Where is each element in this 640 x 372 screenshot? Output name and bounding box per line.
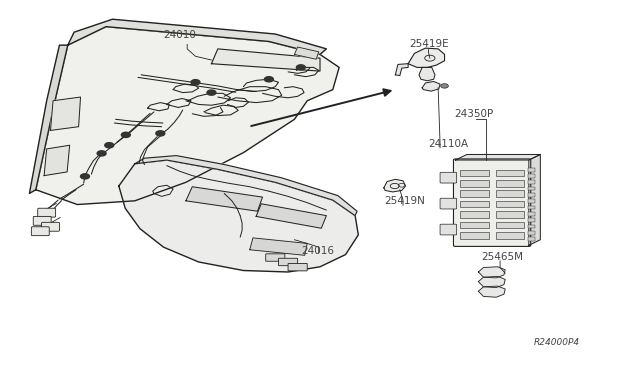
FancyBboxPatch shape [440,224,457,235]
Bar [461,180,488,187]
Polygon shape [422,81,440,91]
Polygon shape [529,154,540,245]
Circle shape [97,151,106,156]
Bar [527,231,535,235]
FancyBboxPatch shape [454,159,531,246]
Circle shape [441,84,449,88]
FancyBboxPatch shape [42,222,60,231]
Bar [527,225,535,228]
Circle shape [156,131,165,136]
Bar [527,206,535,209]
Bar [527,193,535,197]
Polygon shape [119,160,358,272]
Polygon shape [396,64,408,76]
Polygon shape [36,27,339,205]
Circle shape [264,77,273,82]
Polygon shape [408,48,445,67]
Text: 24016: 24016 [301,246,334,256]
Bar [461,201,488,208]
Bar [495,201,524,208]
Polygon shape [419,67,435,81]
Polygon shape [478,286,505,297]
Bar [527,212,535,216]
Bar [461,232,488,238]
Bar [527,218,535,222]
Text: 24350P: 24350P [454,109,493,119]
Polygon shape [384,179,406,192]
Bar [495,180,524,187]
Text: 24010: 24010 [164,30,196,39]
Text: 25465M: 25465M [481,252,523,262]
FancyBboxPatch shape [33,217,51,225]
Polygon shape [135,155,357,216]
Polygon shape [478,267,505,278]
Text: 25419E: 25419E [410,39,449,49]
Polygon shape [478,276,505,288]
Bar [461,170,488,176]
Polygon shape [294,47,319,59]
Bar [495,211,524,218]
Text: 25419N: 25419N [384,196,425,206]
Bar [461,190,488,197]
Text: R24000P4: R24000P4 [534,338,580,347]
Circle shape [122,132,131,137]
Bar [495,190,524,197]
FancyBboxPatch shape [38,208,56,217]
Circle shape [296,65,305,70]
FancyBboxPatch shape [288,263,307,271]
Bar [495,170,524,176]
Circle shape [81,174,90,179]
Polygon shape [186,187,262,211]
Circle shape [105,142,114,148]
Polygon shape [456,154,540,160]
Polygon shape [51,97,81,131]
Bar [527,237,535,241]
FancyBboxPatch shape [440,172,457,183]
Polygon shape [29,45,68,193]
FancyBboxPatch shape [278,258,298,266]
Bar [495,222,524,228]
Bar [495,232,524,238]
Circle shape [191,80,200,85]
Text: 24110A: 24110A [429,139,468,149]
Polygon shape [256,204,326,228]
Bar [461,222,488,228]
FancyBboxPatch shape [266,254,285,261]
Polygon shape [211,49,320,71]
Polygon shape [44,145,70,176]
Bar [527,168,535,171]
Bar [527,174,535,178]
Bar [527,199,535,203]
Circle shape [207,90,216,95]
Bar [527,187,535,190]
FancyBboxPatch shape [440,198,457,209]
Polygon shape [68,19,326,54]
Bar [461,211,488,218]
FancyBboxPatch shape [31,227,49,235]
Bar [527,180,535,184]
Polygon shape [250,238,307,255]
